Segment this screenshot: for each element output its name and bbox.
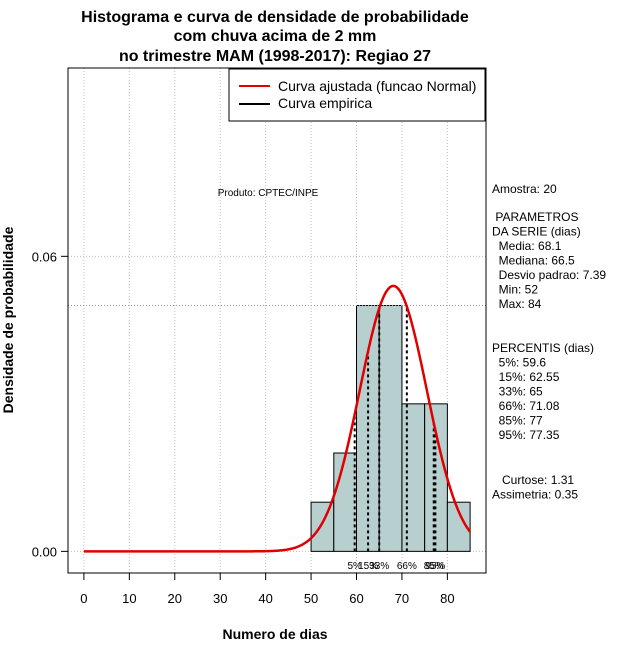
percentile-label: 95% xyxy=(425,561,445,572)
y-tick-label: 0.00 xyxy=(32,544,57,559)
stat-parameter-line: PARAMETROS xyxy=(492,210,578,224)
y-axis-title: Densidade de probabilidade xyxy=(0,226,16,413)
x-tick-label: 20 xyxy=(168,591,182,606)
percentile-label: 85% xyxy=(424,561,444,572)
title-line-2: com chuva acima de 2 mm xyxy=(174,28,377,45)
chart-title: Histograma e curva de densidade de proba… xyxy=(81,9,469,65)
x-tick-label: 40 xyxy=(258,591,272,606)
x-tick-label: 10 xyxy=(122,591,136,606)
stat-percentile-line: 85%: 77 xyxy=(492,414,543,428)
stat-percentile-line: 5%: 59.6 xyxy=(492,356,546,370)
x-tick-label: 80 xyxy=(440,591,454,606)
stat-shape-line: Assimetria: 0.35 xyxy=(492,488,578,502)
stat-percentile-line: 15%: 62.55 xyxy=(492,370,560,384)
legend-label-empirical: Curva empirica xyxy=(278,95,372,111)
title-line-3: no trimestre MAM (1998-2017): Regiao 27 xyxy=(119,48,431,65)
stat-parameter-line: DA SERIE (dias) xyxy=(492,225,581,239)
stat-parameter-line: Max: 84 xyxy=(492,297,542,311)
stat-percentile-line: PERCENTIS (dias) xyxy=(492,341,594,355)
percentile-lines: 5%15%33% 66% 85%95% xyxy=(347,306,445,572)
histogram-bar xyxy=(378,305,403,552)
normal-fit-curve xyxy=(83,284,472,553)
x-tick-label: 30 xyxy=(213,591,227,606)
legend: Curva ajustada (funcao Normal) Curva emp… xyxy=(228,68,486,122)
percentile-label: 33% xyxy=(369,561,389,572)
histogram-bar xyxy=(310,501,335,552)
histogram-bars xyxy=(310,305,471,552)
legend-box xyxy=(228,68,486,122)
stat-percentile-line: 33%: 65 xyxy=(492,385,543,399)
x-axis-title: Numero de dias xyxy=(222,626,327,642)
stat-parameter-line: Desvio padrao: 7.39 xyxy=(492,268,606,282)
stat-parameter-line: Media: 68.1 xyxy=(492,239,562,253)
x-tick-label: 70 xyxy=(395,591,409,606)
stat-percentile-line: 95%: 77.35 xyxy=(492,428,560,442)
x-tick-label: 60 xyxy=(349,591,363,606)
stat-percentile-line: 66%: 71.08 xyxy=(492,399,560,413)
y-tick-label: 0.06 xyxy=(32,249,57,264)
histogram-bar xyxy=(333,452,358,552)
stat-shape-line: Curtose: 1.31 xyxy=(492,473,574,487)
y-axis: 0.00 0.06 xyxy=(32,249,69,559)
stat-sample-size: Amostra: 20 xyxy=(492,182,557,196)
title-line-1: Histograma e curva de densidade de proba… xyxy=(81,9,469,26)
stat-parameter-line: Min: 52 xyxy=(492,283,538,297)
histogram-bar xyxy=(446,501,471,552)
percentile-label: 15% xyxy=(358,561,378,572)
x-tick-label: 0 xyxy=(80,591,87,606)
percentile-label: 66% xyxy=(397,561,417,572)
stat-parameter-line: Mediana: 66.5 xyxy=(492,254,575,268)
grid xyxy=(68,68,486,573)
percentile-label: 5% xyxy=(347,561,362,572)
histogram-bar xyxy=(401,403,426,552)
normal-curve-path xyxy=(83,284,472,553)
x-axis: 0 10 20 30 40 50 60 70 80 xyxy=(80,572,455,606)
product-label: Produto: CPTEC/INPE xyxy=(218,188,319,199)
x-tick-label: 50 xyxy=(304,591,318,606)
legend-label-fit: Curva ajustada (funcao Normal) xyxy=(278,78,476,94)
